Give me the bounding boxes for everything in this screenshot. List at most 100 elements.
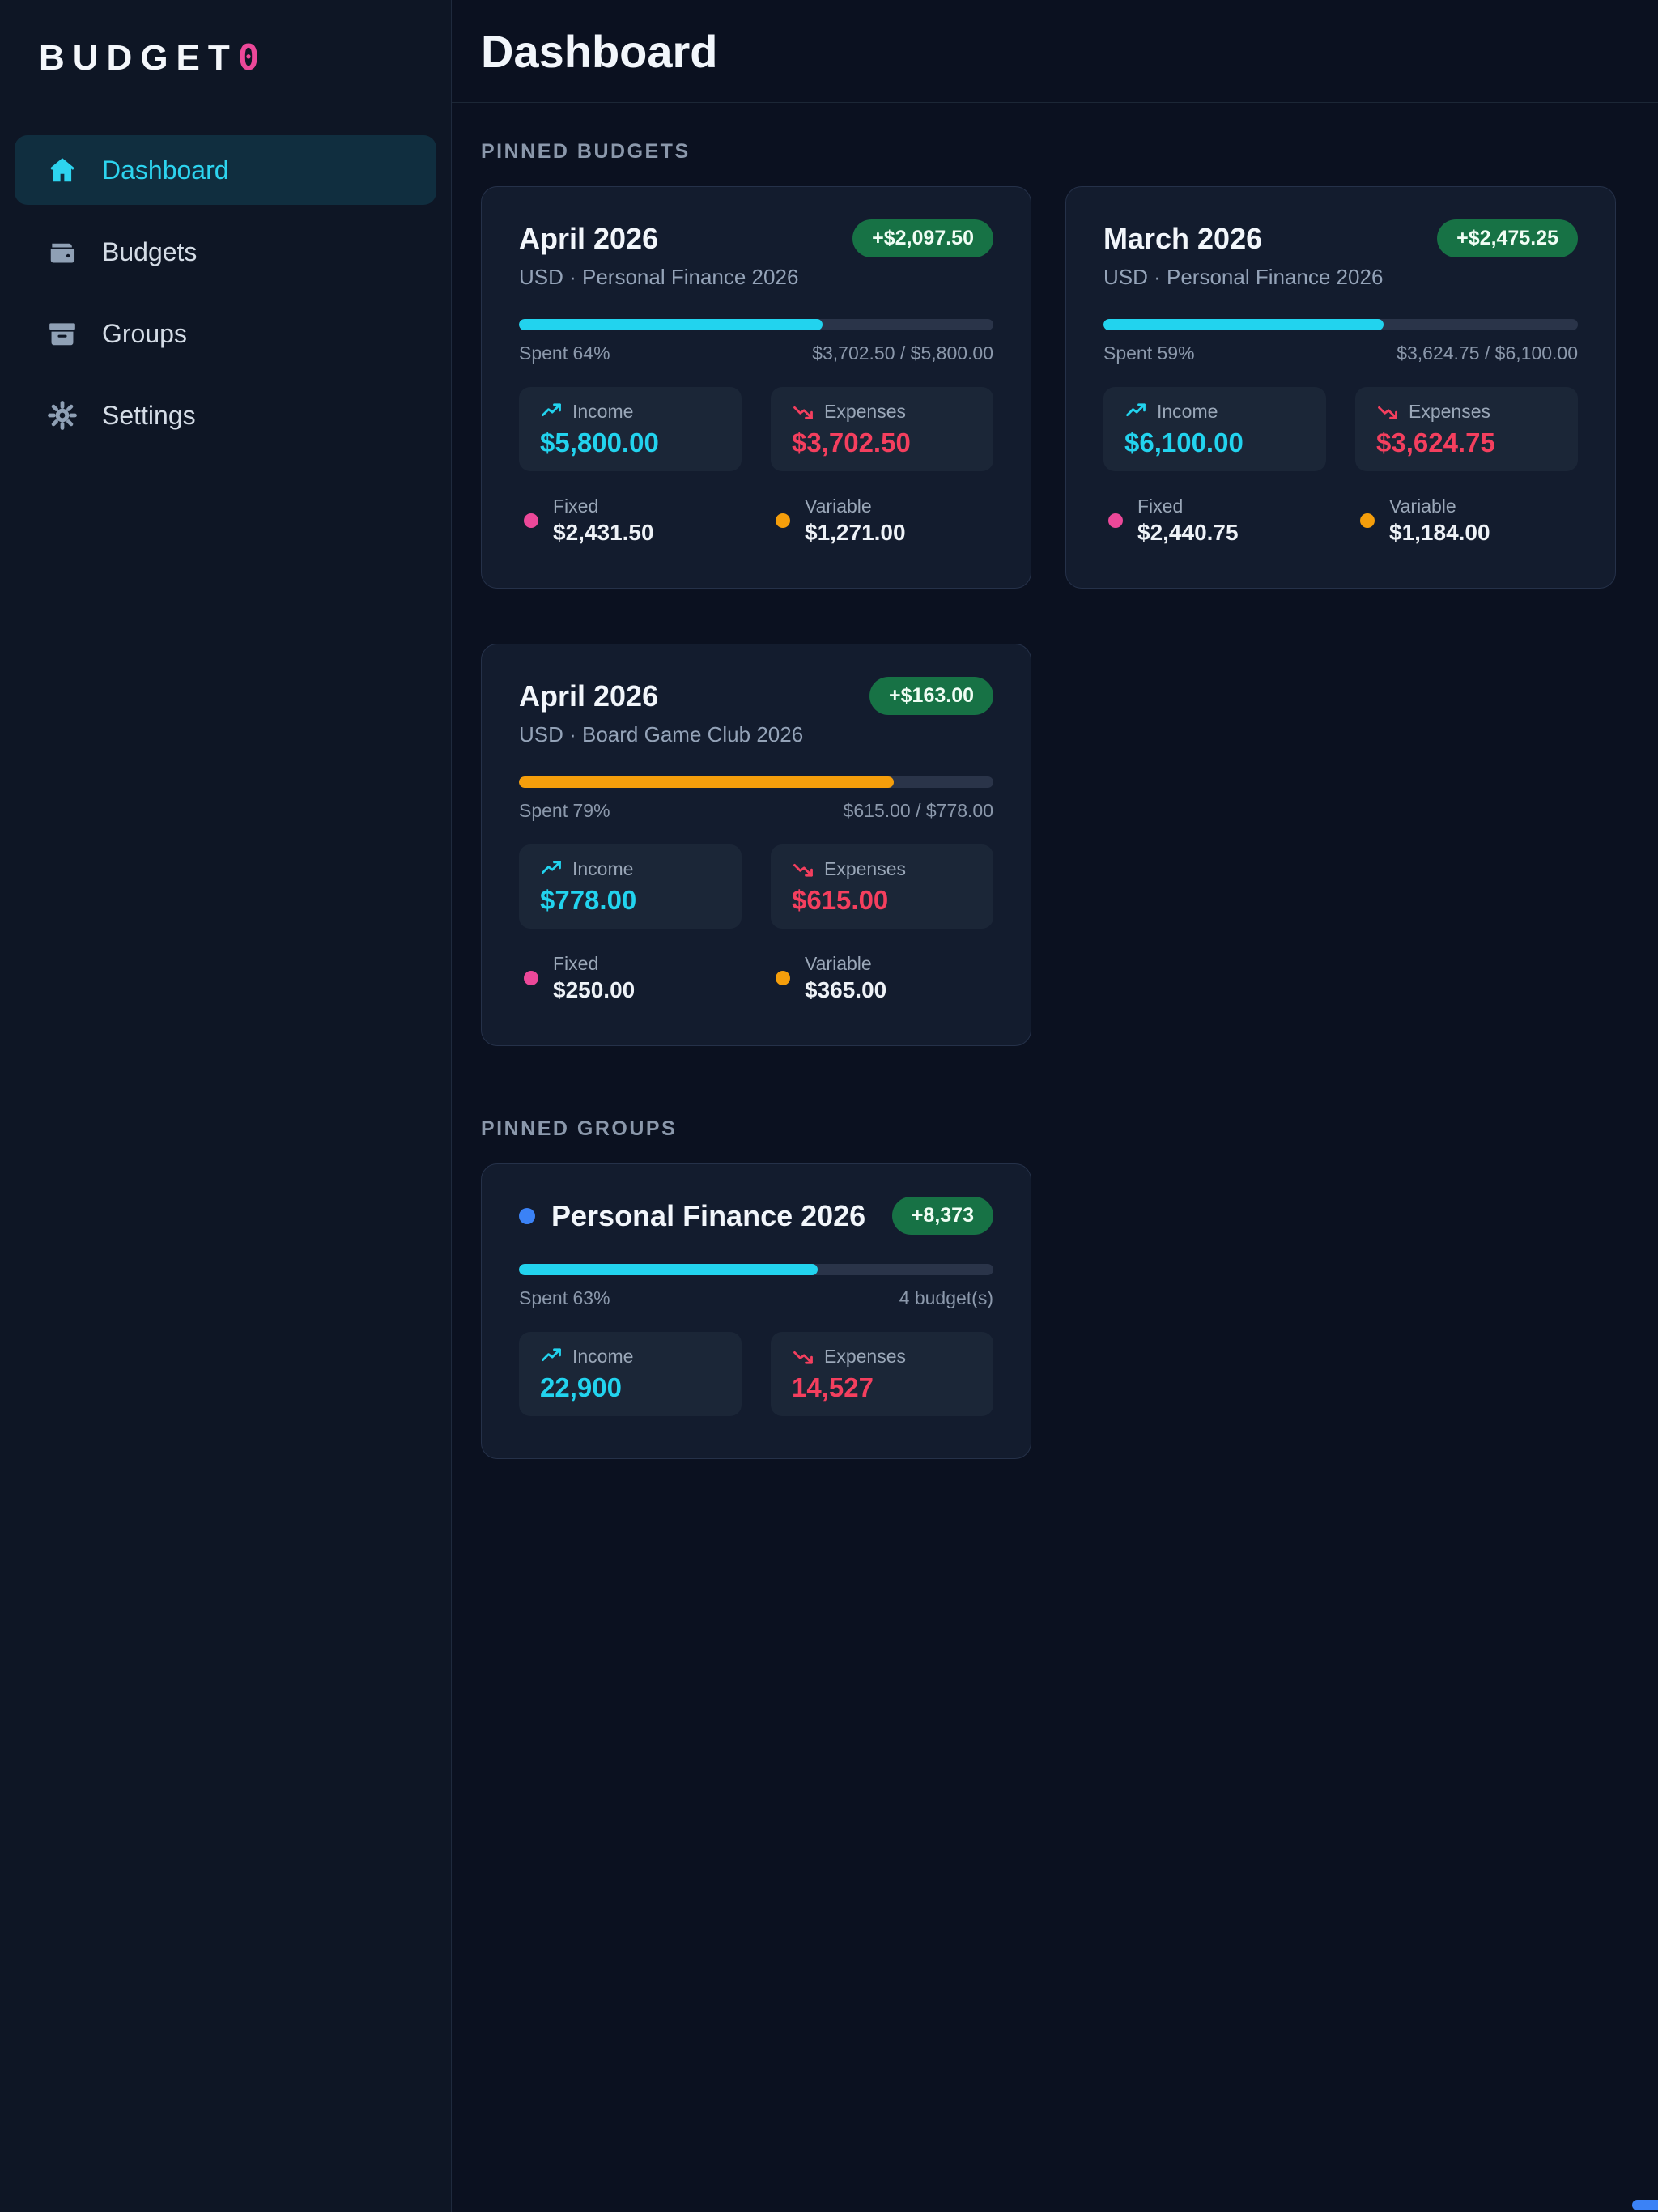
income-expense-tiles: Income 22,900 Expenses 14,527 <box>519 1332 993 1416</box>
budget-subtitle: USD · Personal Finance 2026 <box>1103 265 1384 289</box>
expenses-tile: Expenses $3,624.75 <box>1355 387 1578 471</box>
sidebar-item-label: Budgets <box>102 236 198 266</box>
spent-row: Spent 59% $3,624.75 / $6,100.00 <box>1103 342 1578 364</box>
budget-card[interactable]: April 2026 +$163.00 USD · Board Game Clu… <box>481 644 1031 1046</box>
group-card[interactable]: Personal Finance 2026 +8,373 Spent 63% 4… <box>481 1163 1031 1459</box>
fixed-dot-icon <box>1108 513 1123 528</box>
pinned-groups-grid: Personal Finance 2026 +8,373 Spent 63% 4… <box>481 1163 1616 1459</box>
fixed-value: $250.00 <box>553 977 636 1002</box>
income-value: $778.00 <box>540 885 637 915</box>
variable-dot-icon <box>776 513 790 528</box>
spent-row: Spent 64% $3,702.50 / $5,800.00 <box>519 342 993 364</box>
budget-card[interactable]: March 2026 +$2,475.25 USD · Personal Fin… <box>1065 186 1616 589</box>
trend-down-icon <box>793 406 813 419</box>
fixed-item: Fixed $2,431.50 <box>519 496 742 546</box>
income-label: Income <box>572 858 634 879</box>
balance-badge: +$2,097.50 <box>852 219 993 257</box>
expenses-label: Expenses <box>824 401 907 422</box>
income-label-row: Income <box>540 400 721 423</box>
pinned-budgets-label: PINNED BUDGETS <box>481 140 691 163</box>
sidebar-item-label: Dashboard <box>102 155 229 185</box>
expenses-label-row: Expenses <box>792 857 972 880</box>
income-value: 22,900 <box>540 1372 622 1402</box>
variable-label: Variable <box>805 953 872 974</box>
income-label-row: Income <box>540 1345 721 1368</box>
fixed-item: Fixed $2,440.75 <box>1103 496 1326 546</box>
income-value: $5,800.00 <box>540 428 659 457</box>
sidebar-item-label: Groups <box>102 318 187 348</box>
expenses-label-row: Expenses <box>1376 400 1557 423</box>
spent-percent-label: Spent 79% <box>519 800 610 821</box>
spent-progress-track <box>519 776 993 788</box>
spent-ratio-label: $615.00 / $778.00 <box>843 800 993 821</box>
variable-item: Variable $1,184.00 <box>1355 496 1578 546</box>
budget-title: April 2026 <box>519 678 659 713</box>
budget-card-header: April 2026 +$163.00 <box>519 677 993 715</box>
budget-title: April 2026 <box>519 221 659 255</box>
app-logo-text: BUDGET <box>39 38 238 78</box>
expenses-value: $3,702.50 <box>792 428 911 457</box>
variable-dot-icon <box>1360 513 1375 528</box>
dashboard-content: PINNED BUDGETS April 2026 +$2,097.50 USD… <box>452 140 1658 1459</box>
expenses-label-row: Expenses <box>792 1345 972 1368</box>
variable-value: $1,184.00 <box>1389 520 1490 545</box>
trend-down-icon <box>793 1351 813 1364</box>
spent-progress-fill <box>519 319 823 330</box>
trend-down-icon <box>1378 406 1397 419</box>
sidebar-item-dashboard[interactable]: Dashboard <box>15 135 436 205</box>
spent-ratio-label: $3,624.75 / $6,100.00 <box>1397 342 1578 364</box>
archive-icon <box>45 317 79 351</box>
spent-percent-label: Spent 64% <box>519 342 610 364</box>
budget-subtitle: USD · Board Game Club 2026 <box>519 722 804 747</box>
fixed-label: Fixed <box>553 496 599 517</box>
pinned-groups-label: PINNED GROUPS <box>481 1117 678 1140</box>
gear-icon <box>45 398 79 432</box>
balance-badge: +$163.00 <box>869 677 993 715</box>
expenses-value: 14,527 <box>792 1372 874 1402</box>
variable-item: Variable $365.00 <box>771 953 993 1003</box>
spent-row: Spent 63% 4 budget(s) <box>519 1287 993 1309</box>
spent-percent-label: Spent 63% <box>519 1287 610 1308</box>
fixed-value: $2,431.50 <box>553 520 654 545</box>
expenses-label: Expenses <box>824 1346 907 1367</box>
fixed-variable-row: Fixed $2,431.50 Variable $1,271.00 <box>519 496 993 546</box>
trend-down-icon <box>793 863 813 877</box>
fixed-item: Fixed $250.00 <box>519 953 742 1003</box>
expenses-value: $615.00 <box>792 885 889 915</box>
fixed-label: Fixed <box>1137 496 1184 517</box>
sidebar-item-budgets[interactable]: Budgets <box>15 217 436 287</box>
variable-dot-icon <box>776 971 790 985</box>
budget-card-header: March 2026 +$2,475.25 <box>1103 219 1578 257</box>
group-title: Personal Finance 2026 <box>551 1198 866 1232</box>
trend-up-icon <box>1126 403 1146 417</box>
sidebar-item-groups[interactable]: Groups <box>15 299 436 368</box>
spent-progress-track <box>519 319 993 330</box>
fixed-label: Fixed <box>553 953 599 974</box>
budget-title: March 2026 <box>1103 221 1263 255</box>
sidebar: BUDGET0 Dashboard Budgets Groups <box>0 0 452 2212</box>
expenses-label: Expenses <box>824 858 907 879</box>
expenses-tile: Expenses 14,527 <box>771 1332 993 1416</box>
sidebar-item-settings[interactable]: Settings <box>15 381 436 450</box>
spent-percent-label: Spent 59% <box>1103 342 1195 364</box>
sidebar-item-label: Settings <box>102 400 196 430</box>
fixed-value: $2,440.75 <box>1137 520 1239 545</box>
income-expense-tiles: Income $778.00 Expenses $615.00 <box>519 844 993 929</box>
spent-progress-fill <box>1103 319 1384 330</box>
expenses-tile: Expenses $3,702.50 <box>771 387 993 471</box>
income-label: Income <box>572 1346 634 1367</box>
budget-card[interactable]: April 2026 +$2,097.50 USD · Personal Fin… <box>481 186 1031 589</box>
scrollbar-thumb[interactable] <box>1632 2200 1658 2210</box>
variable-label: Variable <box>805 496 872 517</box>
wallet-icon <box>45 235 79 269</box>
trend-up-icon <box>542 1348 561 1362</box>
balance-badge: +$2,475.25 <box>1437 219 1578 257</box>
fixed-variable-row: Fixed $2,440.75 Variable $1,184.00 <box>1103 496 1578 546</box>
income-tile: Income 22,900 <box>519 1332 742 1416</box>
budget-count-label: 4 budget(s) <box>899 1287 993 1308</box>
expenses-value: $3,624.75 <box>1376 428 1495 457</box>
variable-value: $365.00 <box>805 977 887 1002</box>
home-icon <box>45 153 79 187</box>
income-tile: Income $6,100.00 <box>1103 387 1326 471</box>
fixed-dot-icon <box>524 971 538 985</box>
